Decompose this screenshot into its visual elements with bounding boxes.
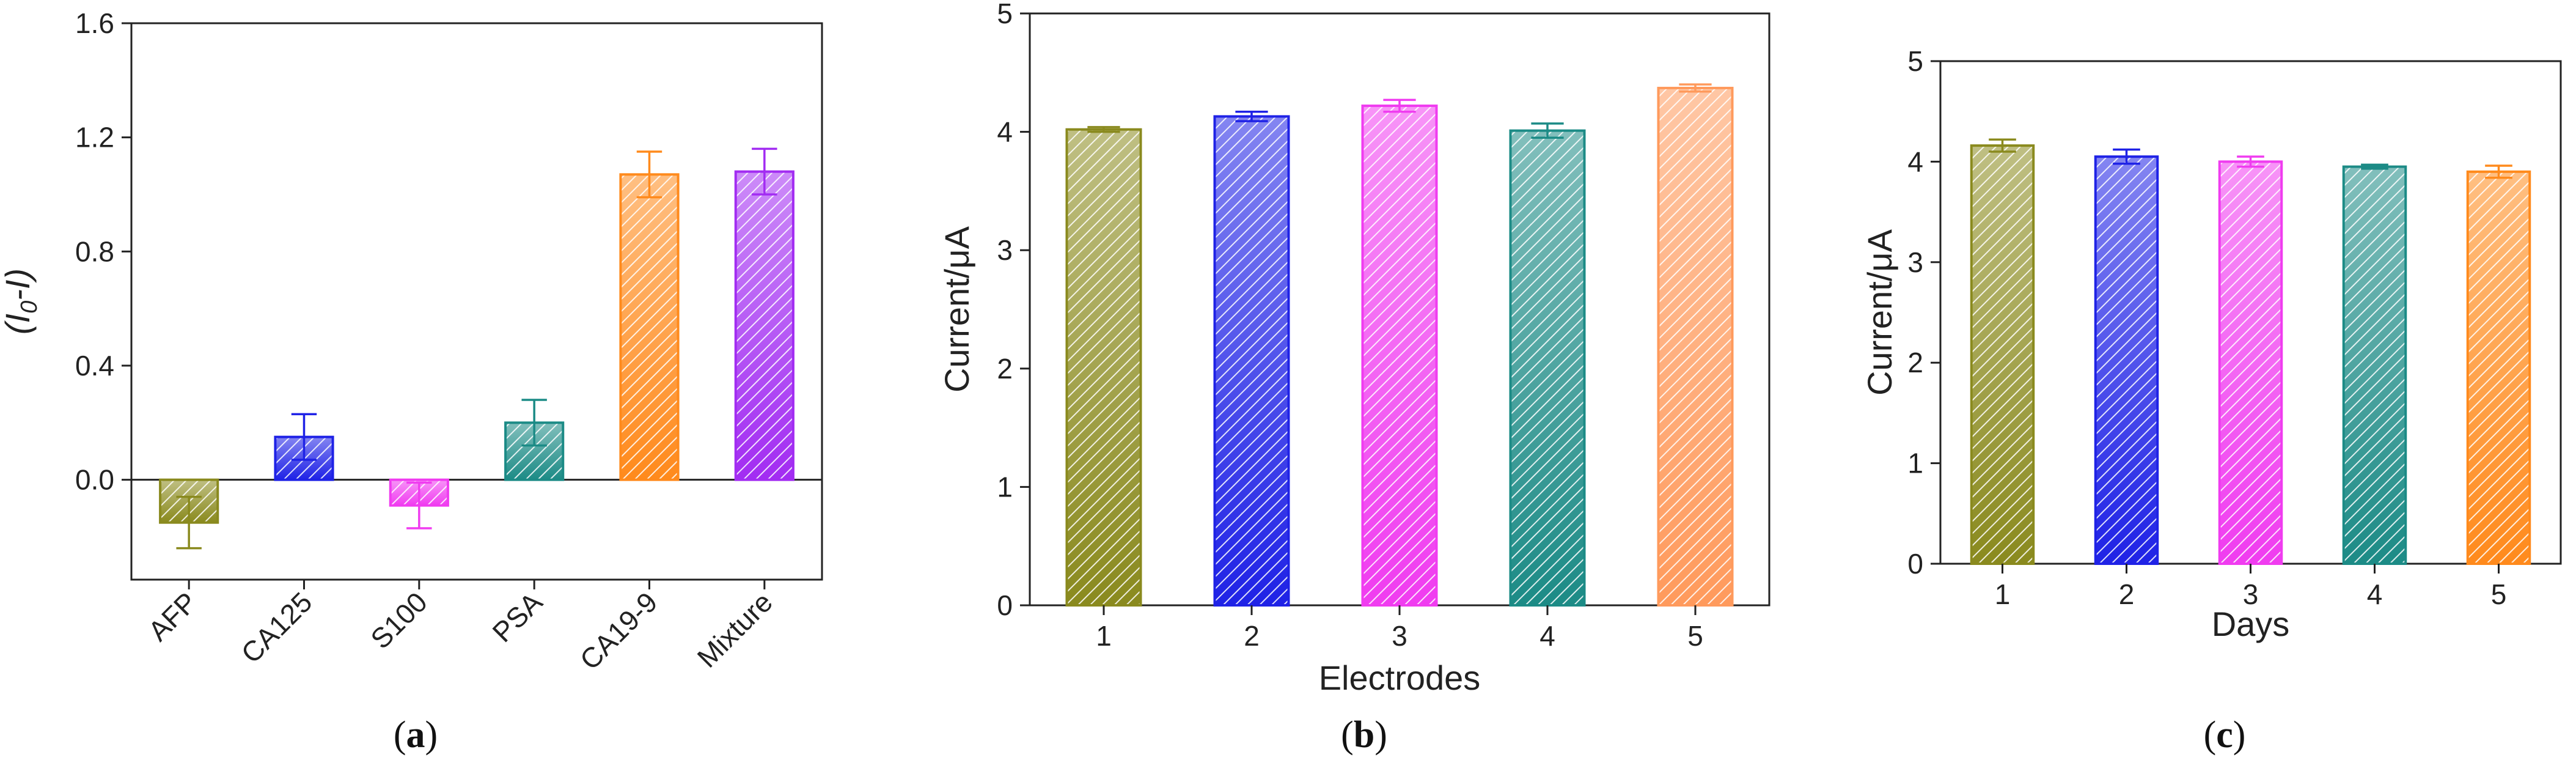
bar-hatch: [1658, 87, 1733, 605]
error-bar: [521, 399, 547, 447]
y-tick-label: 1.2: [75, 122, 114, 153]
y-tick-label: 0.4: [75, 350, 114, 382]
y-axis-title: Current/μA: [1860, 229, 1899, 396]
y-tick-label: 3: [1907, 246, 1923, 278]
bar-5: [2466, 170, 2531, 565]
y-tick-label: 0.0: [75, 464, 114, 496]
x-tick-label: 2: [1244, 620, 1260, 652]
error-bar: [1235, 110, 1268, 122]
bar-hatch: [620, 174, 678, 480]
y-tick-label: 2: [1907, 347, 1923, 378]
bar-1: [1065, 128, 1142, 607]
bar-4: [1509, 129, 1586, 607]
x-tick-label: 1: [1096, 620, 1112, 652]
x-axis-title: Electrodes: [1319, 658, 1481, 697]
bar-hatch: [2467, 171, 2530, 564]
y-tick-label: 1.6: [75, 7, 114, 39]
error-bar: [1531, 122, 1564, 139]
error-bar: [2113, 148, 2140, 165]
y-tick-label: 1: [997, 471, 1013, 503]
x-tick-label: S100: [364, 586, 433, 655]
x-tick-label: 4: [2367, 578, 2383, 610]
error-bar: [1087, 126, 1120, 133]
x-tick-label: CA19-9: [574, 586, 664, 676]
error-bar: [1989, 138, 2016, 153]
panel-b: 0 1 2 3 4 5 1 2 3 4 5 Current/μA Electrodes (b): [938, 0, 1771, 756]
error-bar: [1383, 98, 1416, 113]
bar-3: [2218, 160, 2283, 565]
x-tick-label: AFP: [142, 586, 203, 647]
x-tick-label: 5: [1687, 620, 1703, 652]
bar-hatch: [2343, 166, 2406, 564]
error-bar: [636, 150, 662, 199]
bar-hatch: [1214, 116, 1289, 605]
bar-afp: [159, 478, 219, 524]
bar-1: [1970, 144, 2035, 565]
bar-hatch: [1066, 129, 1141, 605]
error-bar: [1679, 83, 1712, 93]
bar-hatch: [1971, 146, 2034, 564]
y-tick-label: 3: [997, 234, 1013, 266]
y-tick-label: 0.8: [75, 235, 114, 267]
panel-c: 0 1 2 3 4 5 1 2 3 4 5 Current/μA Days (c): [1860, 45, 2562, 756]
x-tick-label: CA125: [235, 586, 318, 669]
x-tick-label: PSA: [486, 586, 548, 648]
y-tick-label: 4: [997, 116, 1013, 148]
bar-hatch: [1362, 106, 1437, 605]
y-tick-label: 0: [1907, 548, 1923, 580]
bar-2: [2094, 155, 2159, 565]
error-bar: [406, 481, 432, 529]
y-axis-title: Current/μA: [938, 226, 976, 393]
x-tick-label: 2: [2119, 578, 2135, 610]
y-tick-label: 2: [997, 353, 1013, 385]
bar-2: [1213, 115, 1290, 607]
x-tick-label: 1: [1995, 578, 2011, 610]
error-bar: [2237, 155, 2264, 168]
error-bar: [291, 413, 317, 461]
bar-hatch: [2095, 157, 2158, 564]
x-tick-label: 4: [1539, 620, 1555, 652]
bar-hatch: [735, 171, 793, 480]
error-bar: [176, 495, 202, 550]
bar-ca19-9: [619, 173, 680, 481]
x-axis-title: Days: [2212, 605, 2290, 643]
panel-a: 0.0 0.4 0.8 1.2 1.6 AFP CA125 S100 PSA CA19-9 Mixt…: [0, 7, 823, 756]
plot-frame: [130, 22, 823, 581]
bar-5: [1657, 86, 1734, 607]
y-tick-label: 5: [1907, 45, 1923, 77]
x-tick-label: 3: [2243, 578, 2259, 610]
bar-4: [2342, 165, 2407, 565]
error-bar: [752, 147, 777, 196]
y-tick-label: 4: [1907, 146, 1923, 177]
x-tick-label: 5: [2491, 578, 2507, 610]
error-bar: [2485, 164, 2512, 179]
y-axis-title: (I0-I): [0, 268, 42, 334]
y-tick-label: 5: [997, 0, 1013, 29]
bar-hatch: [1510, 130, 1585, 605]
x-tick-label: 3: [1392, 620, 1407, 652]
error-bar: [2361, 163, 2388, 170]
panel-label: (a): [394, 714, 438, 756]
y-tick-label: 0: [997, 589, 1013, 621]
panel-label: (c): [2204, 714, 2246, 756]
panel-label: (b): [1341, 714, 1387, 756]
y-tick-label: 1: [1907, 448, 1923, 479]
bar-hatch: [2219, 161, 2282, 564]
bar-mixture: [734, 170, 794, 481]
bar-3: [1361, 105, 1438, 607]
x-tick-label: Mixture: [691, 586, 778, 673]
